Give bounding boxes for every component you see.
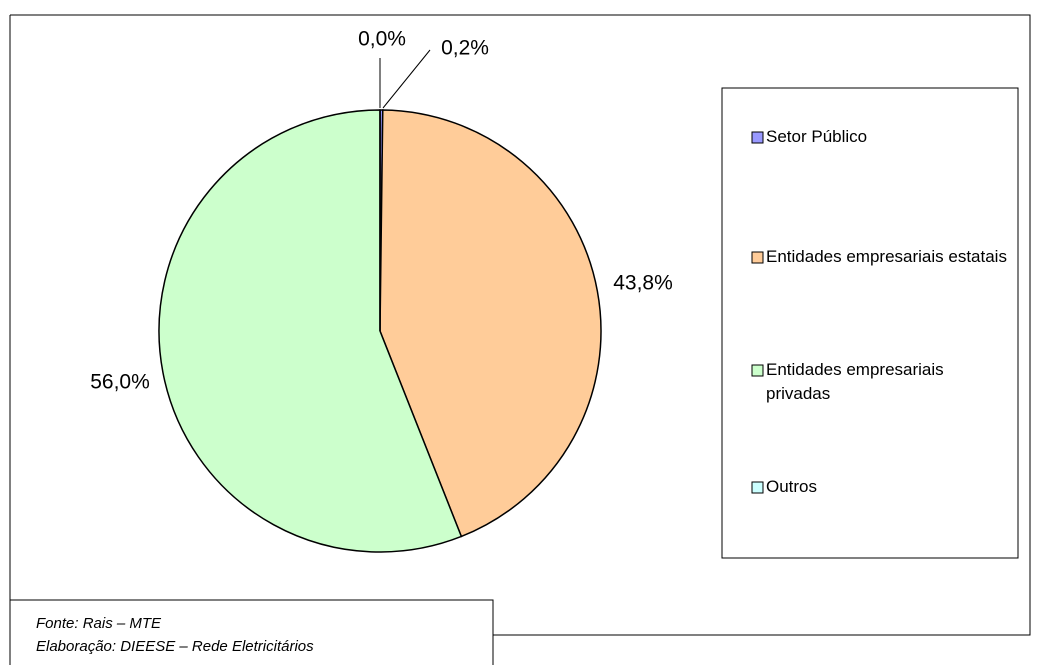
data-label: 43,8% [613,272,673,295]
legend-label: Setor Público [766,127,868,146]
legend-label: Outros [766,477,818,496]
data-label: 56,0% [90,371,150,394]
source-text: Elaboração: DIEESE – Rede Eletricitários [36,638,314,655]
legend-swatch [751,251,764,264]
legend-label: Entidades empresariais privadas [766,360,944,403]
legend-swatch [751,131,764,144]
source-box [9,599,494,665]
leader-line [382,49,431,109]
legend-item: Entidades empresariais privadas [766,360,944,403]
chart-frame [9,14,1031,636]
legend-item: Outros [766,477,818,496]
legend-swatch [751,481,764,494]
legend-label: Entidades empresariais estatais [766,247,1007,266]
legend-item: Entidades empresariais estatais [766,247,1007,266]
data-label: 0,2% [441,37,489,60]
data-label: 0,0% [358,28,406,51]
legend-swatch [751,364,764,377]
pie-slice [158,109,463,553]
pie-slice [379,109,602,538]
source-text: Fonte: Rais – MTE [36,615,162,632]
legend-box [721,87,1019,559]
legend-item: Setor Público [766,127,868,146]
